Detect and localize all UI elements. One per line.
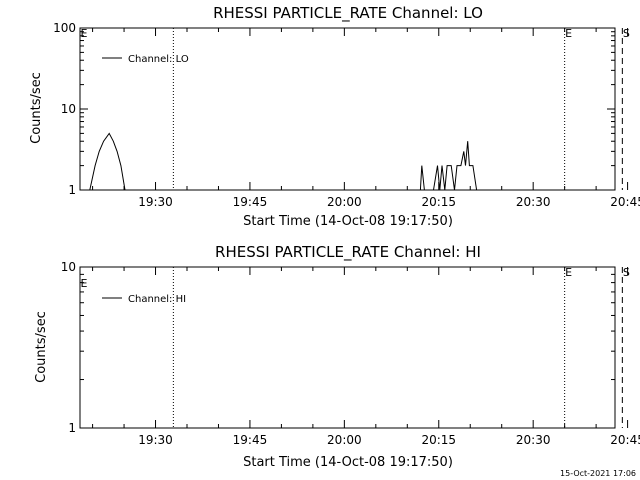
- y-axis-label: Counts/sec: [34, 311, 49, 383]
- x-axis-label: Start Time (14-Oct-08 19:17:50): [243, 214, 453, 229]
- x-tick-label: 20:45: [610, 195, 640, 209]
- y-tick-label: 1: [68, 421, 76, 435]
- x-tick-label: 20:45: [610, 433, 640, 447]
- x-tick-label: 20:15: [421, 195, 456, 209]
- x-tick-label: 20:00: [327, 433, 362, 447]
- event-label: E: [565, 266, 572, 279]
- x-tick-label: 19:45: [233, 195, 268, 209]
- x-tick-label: 19:30: [138, 433, 173, 447]
- chart-panel-hi: RHESSI PARTICLE_RATE Channel: HI Start T…: [34, 243, 640, 470]
- y-tick-label: 10: [61, 260, 76, 274]
- x-tick-label: 19:45: [233, 433, 268, 447]
- x-tick-label: 19:30: [138, 195, 173, 209]
- event-label: S: [623, 27, 630, 40]
- legend-entry: Channel: LO: [128, 54, 189, 65]
- chart-panel-lo: RHESSI PARTICLE_RATE Channel: LO Start T…: [29, 4, 640, 229]
- x-tick-label: 20:00: [327, 195, 362, 209]
- corner-marker: E: [81, 277, 88, 290]
- generation-timestamp: 15-Oct-2021 17:06: [560, 469, 636, 478]
- series-line: [419, 141, 480, 191]
- y-tick-label: 100: [53, 21, 76, 35]
- plot-frame: [79, 27, 616, 191]
- chart-title: RHESSI PARTICLE_RATE Channel: HI: [215, 243, 481, 262]
- chart-title: RHESSI PARTICLE_RATE Channel: LO: [213, 4, 483, 23]
- plot-frame: [79, 266, 616, 429]
- x-tick-label: 20:30: [516, 195, 551, 209]
- series-line: [80, 132, 126, 191]
- x-tick-label: 20:15: [421, 433, 456, 447]
- x-tick-label: 20:30: [516, 433, 551, 447]
- event-label: E: [565, 27, 572, 40]
- event-label: S: [623, 266, 630, 279]
- corner-marker: E: [81, 27, 88, 40]
- legend-entry: Channel: HI: [128, 294, 186, 305]
- y-axis-label: Counts/sec: [29, 72, 44, 144]
- y-tick-label: 1: [68, 183, 76, 197]
- x-axis-label: Start Time (14-Oct-08 19:17:50): [243, 455, 453, 470]
- y-tick-label: 10: [61, 102, 76, 116]
